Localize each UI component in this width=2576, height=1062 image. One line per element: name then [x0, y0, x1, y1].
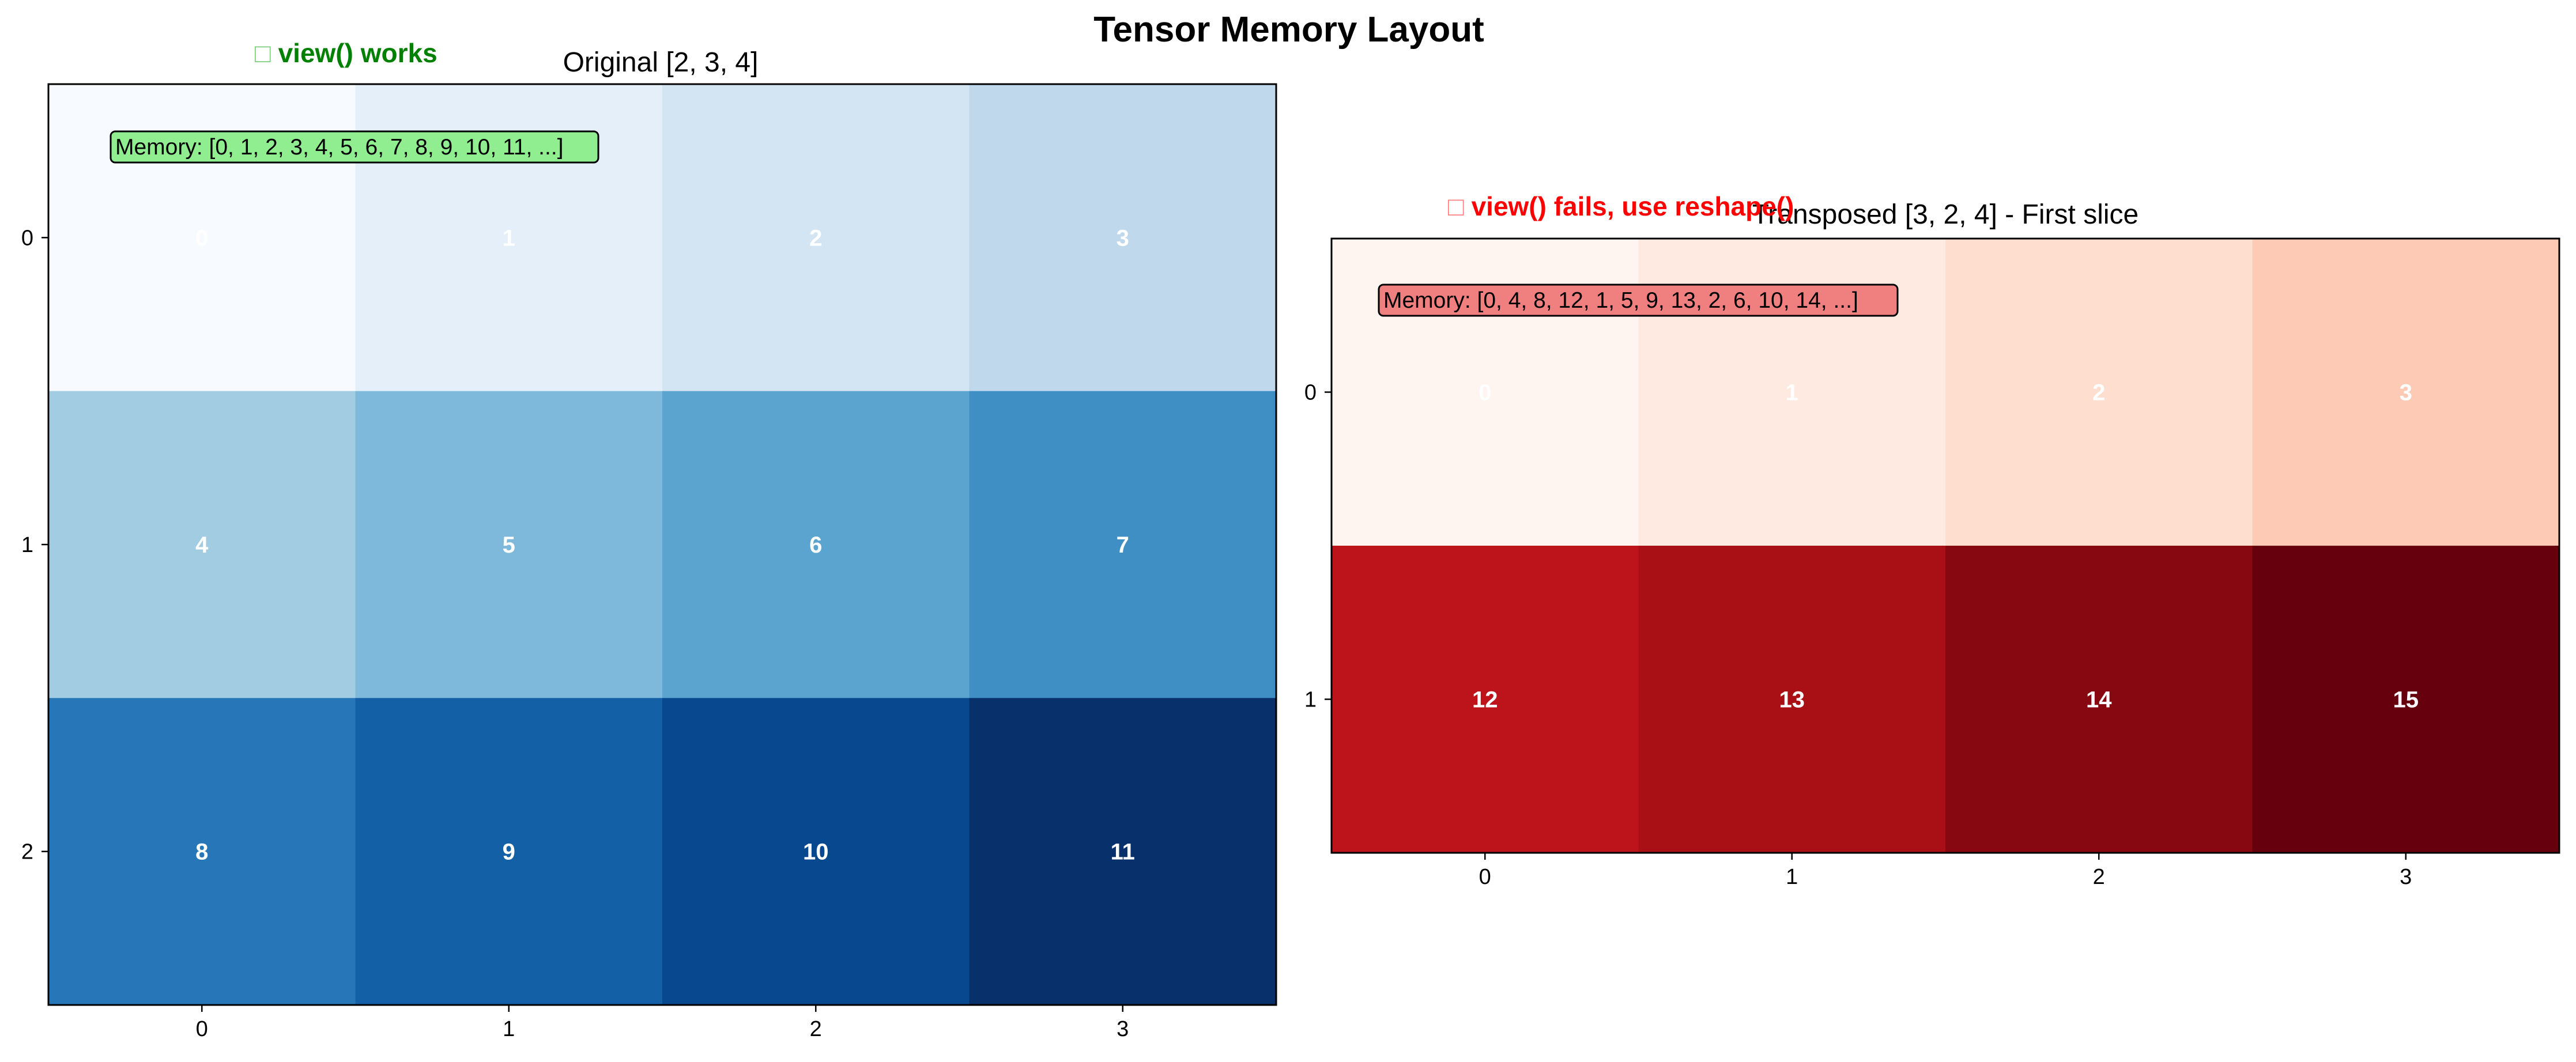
heatmap-cells: 0 1 2 3 4 5 6 7 8 9 10 11: [48, 84, 1277, 1006]
cell-value: 2: [2092, 380, 2105, 406]
cell-value: 0: [195, 225, 208, 251]
memory-text: Memory: [0, 1, 2, 3, 4, 5, 6, 7, 8, 9, 1…: [115, 135, 564, 160]
axis-ticks: 0 1 2 301: [1304, 381, 2412, 890]
heatmap-cell: [48, 391, 356, 698]
axes-title: Original [2, 3, 4]: [563, 47, 759, 78]
heatmap-cell: [662, 698, 970, 1006]
cell-value: 1: [503, 225, 515, 251]
status-text: view() fails, use reshape(): [1472, 191, 1794, 221]
cell-value: 5: [503, 532, 515, 558]
heatmap-cell: [969, 698, 1277, 1006]
y-tick-label: 0: [1304, 381, 1317, 405]
figure-title: Tensor Memory Layout: [1093, 10, 1484, 50]
x-tick-label: 1: [503, 1017, 515, 1041]
cell-value: 8: [195, 840, 208, 865]
heatmap-cell: [1945, 239, 2253, 546]
status-label: □ view() works: [255, 38, 437, 68]
x-tick-label: 0: [196, 1017, 208, 1041]
heatmap-cell: [1638, 546, 1946, 853]
cell-value: 12: [1472, 687, 1498, 713]
heatmap-cell: [969, 391, 1277, 698]
cell-value: 1: [1786, 380, 1798, 406]
heatmap-cell: [662, 84, 970, 392]
cell-value: 13: [1779, 687, 1805, 713]
axis-ticks: 0 1 2 3 0 1 2: [21, 226, 1129, 1041]
heatmap-cell: [1945, 546, 2253, 853]
memory-box: [1378, 284, 1899, 317]
heatmap-cell: [969, 84, 1277, 392]
axes-frame: [1330, 237, 2560, 854]
checkbox-icon: □: [255, 38, 271, 68]
memory-annotation: Memory: [0, 1, 2, 3, 4, 5, 6, 7, 8, 9, 1…: [110, 130, 599, 164]
x-tick-label: 3: [1117, 1017, 1129, 1041]
cell-value: 3: [2400, 380, 2412, 406]
heatmap-cell: [662, 391, 970, 698]
cell-value: 14: [2086, 687, 2112, 713]
cell-value: 2: [809, 225, 822, 251]
x-tick-label: 2: [2093, 865, 2105, 889]
x-tick-label: 2: [810, 1017, 822, 1041]
cell-value: 4: [195, 532, 209, 558]
y-tick-label: 1: [21, 533, 33, 557]
x-tick-label: 0: [1479, 865, 1491, 889]
heatmap-cell: [48, 698, 356, 1006]
y-tick-label: 1: [1304, 688, 1317, 712]
heatmap-transposed: 0 1 2 312 13 14 15 0 1 2 301 Transposed [3, 2, 4]…: [1304, 191, 2560, 889]
cell-value: 6: [809, 532, 822, 558]
heatmap-cells: 0 1 2 312 13 14 15: [1332, 239, 2560, 853]
x-tick-label: 1: [1786, 865, 1798, 889]
cell-value: 9: [503, 840, 515, 865]
heatmap-original: 0 1 2 3 4 5 6 7 8 9 10 11 0 1 2 3 0 1 2 Original [2, 3, 4…: [21, 38, 1277, 1041]
memory-annotation: Memory: [0, 4, 8, 12, 1, 5, 9, 13, 2, 6,…: [1378, 284, 1899, 317]
status-label: □ view() fails, use reshape(): [1448, 191, 1794, 221]
cell-value: 11: [1111, 840, 1135, 865]
heatmap-cell: [355, 391, 663, 698]
cell-value: 10: [803, 840, 829, 865]
memory-box: [110, 130, 599, 164]
heatmap-cell: [2252, 546, 2560, 853]
cell-value: 7: [1117, 532, 1129, 558]
heatmap-cell: [1332, 546, 1639, 853]
axes-title: Transposed [3, 2, 4] - First slice: [1752, 199, 2139, 230]
heatmap-cell: [2252, 239, 2560, 546]
y-tick-label: 0: [21, 226, 33, 250]
x-tick-label: 3: [2400, 865, 2412, 889]
status-text: view() works: [278, 38, 437, 68]
memory-text: Memory: [0, 4, 8, 12, 1, 5, 9, 13, 2, 6,…: [1383, 288, 1858, 313]
y-tick-label: 2: [21, 840, 33, 864]
checkbox-icon: □: [1448, 191, 1464, 221]
cell-value: 0: [1479, 380, 1491, 406]
cell-value: 3: [1117, 225, 1129, 251]
heatmap-cell: [355, 698, 663, 1006]
cell-value: 15: [2393, 687, 2419, 713]
